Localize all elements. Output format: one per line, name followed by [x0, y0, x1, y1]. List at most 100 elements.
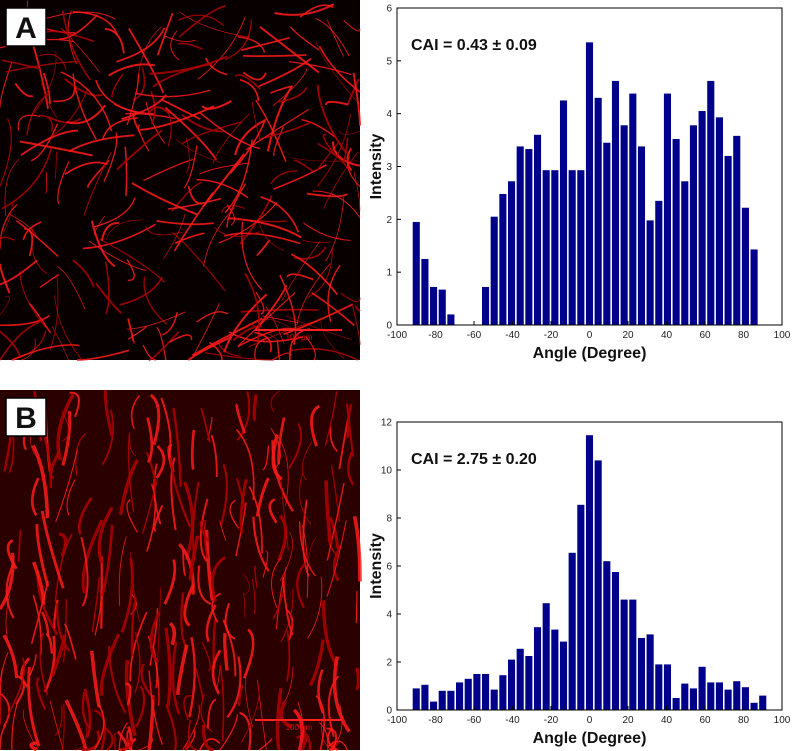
x-tick-label: 80: [738, 715, 750, 726]
fiber: [167, 197, 222, 210]
fiber: [172, 232, 226, 292]
fiber: [176, 644, 189, 695]
bar: [637, 146, 646, 325]
fiber: [119, 276, 163, 306]
fiber: [108, 646, 127, 714]
fiber: [299, 4, 334, 18]
bar: [412, 688, 420, 710]
bar: [464, 678, 472, 710]
fiber: [259, 26, 320, 74]
fiber: [281, 577, 294, 636]
fiber: [352, 72, 361, 126]
fiber: [168, 621, 177, 646]
fiber: [326, 727, 338, 751]
bar: [724, 689, 732, 710]
fiber: [306, 192, 348, 198]
fiber: [15, 220, 59, 257]
fiber: [169, 457, 192, 528]
fiber: [276, 339, 281, 361]
fiber: [56, 603, 71, 652]
fiber: [0, 236, 15, 243]
bar: [733, 135, 741, 325]
bar: [525, 149, 533, 325]
x-tick-label: -40: [505, 715, 520, 726]
fiber: [171, 641, 181, 715]
fiber: [111, 73, 124, 98]
fiber: [120, 557, 134, 633]
bar: [533, 134, 542, 325]
fiber: [176, 139, 221, 164]
fiber: [118, 536, 127, 607]
fiber: [29, 654, 37, 676]
fiber: [99, 633, 121, 696]
fiber: [279, 532, 293, 581]
bar: [447, 314, 455, 325]
fiber: [223, 632, 229, 671]
fiber: [288, 61, 352, 76]
fiber: [198, 111, 260, 150]
fiber: [252, 394, 258, 422]
fiber: [40, 510, 65, 589]
bar: [447, 690, 455, 710]
y-tick-label: 1: [386, 268, 392, 279]
fiber: [10, 214, 38, 239]
bar: [655, 200, 663, 325]
fiber: [203, 153, 245, 207]
fiber: [332, 544, 342, 582]
fiber: [275, 433, 289, 507]
fiber: [346, 403, 353, 438]
fiber: [20, 657, 31, 688]
fiber: [296, 734, 308, 751]
fiber: [234, 74, 261, 90]
fiber: [251, 102, 261, 140]
fiber: [72, 10, 119, 36]
fiber: [315, 41, 359, 104]
fiber: [270, 390, 280, 413]
y-tick-label: 3: [386, 162, 392, 173]
fiber: [31, 444, 50, 519]
fiber: [143, 276, 168, 325]
fiber: [0, 552, 15, 610]
fiber: [301, 118, 336, 138]
bar: [750, 702, 758, 710]
fiber: [316, 142, 339, 171]
fiber: [221, 204, 245, 214]
fiber: [58, 14, 98, 41]
fiber: [279, 274, 297, 346]
fiber: [187, 720, 198, 751]
fiber: [249, 322, 278, 341]
y-tick-label: 5: [386, 56, 392, 67]
fiber: [138, 735, 153, 751]
fiber: [148, 331, 180, 361]
fiber: [324, 480, 333, 545]
fiber: [224, 139, 253, 214]
x-tick-label: 40: [661, 715, 673, 726]
bar: [525, 656, 533, 710]
bar: [481, 674, 490, 710]
fiber: [201, 641, 211, 672]
fiber: [280, 589, 294, 643]
fiber: [328, 741, 339, 751]
fiber: [185, 138, 190, 174]
fiber: [226, 203, 235, 226]
fiber: [326, 482, 345, 561]
fiber: [26, 91, 51, 136]
fiber: [270, 170, 298, 185]
fiber: [343, 19, 361, 32]
fiber: [296, 562, 307, 609]
fiber: [40, 82, 58, 119]
fiber: [347, 155, 361, 188]
fiber: [39, 632, 49, 696]
fiber: [290, 157, 358, 162]
bar: [481, 286, 490, 325]
fiber: [149, 393, 161, 446]
fiber: [1, 147, 53, 210]
fiber: [200, 407, 211, 443]
fiber: [116, 129, 163, 171]
y-tick-label: 8: [386, 514, 392, 525]
fiber: [2, 59, 41, 70]
histogram: 0 2 4 6 8 10 12 -100 -80 -60 -40 -20 0 20 40 60 80 100 Ang…: [368, 418, 791, 748]
fiber: [0, 319, 45, 361]
fiber: [58, 532, 68, 557]
fiber: [56, 265, 86, 310]
